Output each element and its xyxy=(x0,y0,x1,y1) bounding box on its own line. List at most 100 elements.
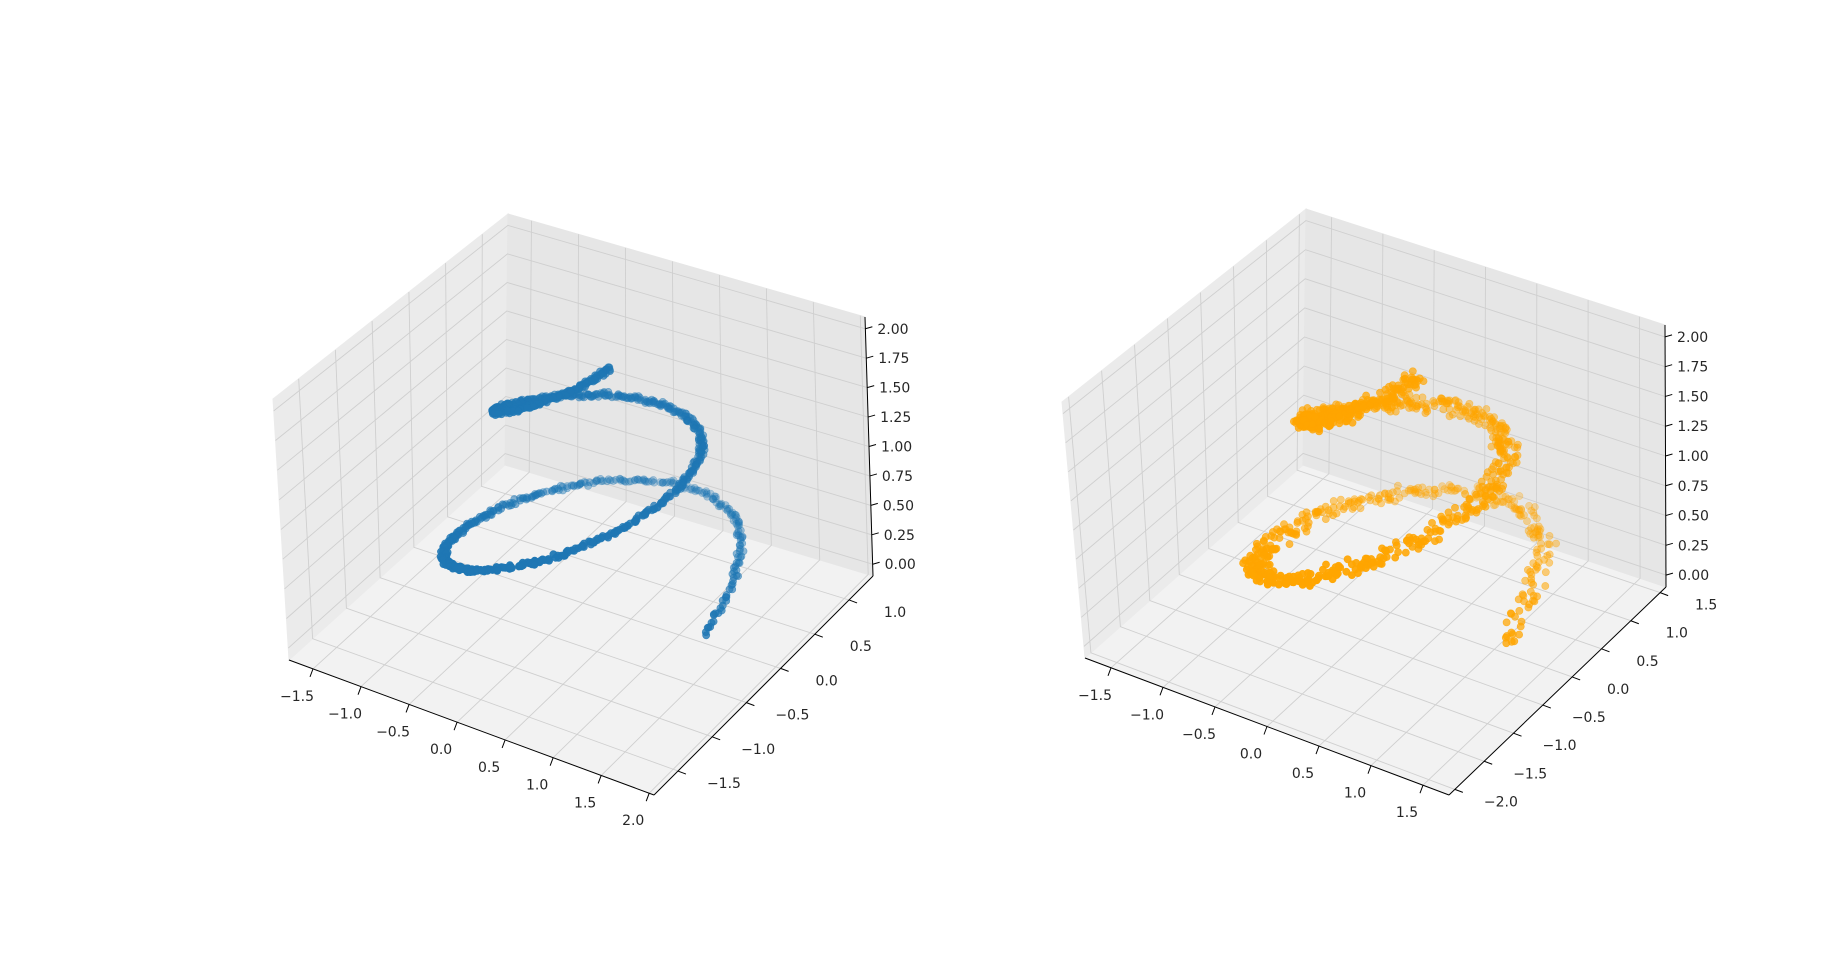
data-point xyxy=(573,481,582,490)
data-point xyxy=(1502,639,1511,648)
data-point xyxy=(494,410,503,418)
data-point xyxy=(539,488,548,497)
data-point xyxy=(1458,516,1466,524)
data-point xyxy=(683,415,692,424)
data-point xyxy=(1481,421,1490,430)
y-gridline xyxy=(1134,344,1514,734)
data-point xyxy=(548,487,557,496)
y-tick-label: 0.5 xyxy=(850,639,872,655)
z-tick xyxy=(866,355,874,359)
data-point xyxy=(1533,525,1542,534)
data-point xyxy=(663,478,672,486)
data-point xyxy=(1451,486,1460,495)
data-point xyxy=(717,500,725,509)
z-tick-label: 0.50 xyxy=(1678,509,1709,525)
y-tick xyxy=(711,736,721,741)
data-point xyxy=(514,407,523,416)
y-tick-label: −2.0 xyxy=(1484,794,1518,810)
z-gridline xyxy=(1073,336,1666,531)
x-tick-label: 0.5 xyxy=(478,760,500,776)
data-point xyxy=(644,477,653,486)
data-point xyxy=(1498,498,1507,507)
data-point xyxy=(1515,506,1524,514)
data-point xyxy=(1545,540,1554,549)
data-point xyxy=(1529,533,1538,542)
y-gridline xyxy=(408,291,781,669)
data-point xyxy=(1447,486,1456,495)
z-gridline xyxy=(1075,365,1666,560)
data-point xyxy=(716,502,725,511)
data-point xyxy=(1369,396,1378,405)
data-point xyxy=(658,478,667,487)
x-tick xyxy=(1419,785,1424,794)
data-point xyxy=(721,501,730,509)
data-point xyxy=(630,476,639,485)
data-point xyxy=(1467,409,1475,418)
z-tick-label: 1.75 xyxy=(878,351,909,367)
data-point xyxy=(1511,504,1520,513)
data-point xyxy=(1411,380,1420,389)
data-point xyxy=(1367,491,1376,500)
data-point xyxy=(703,492,712,501)
z-tick xyxy=(871,532,879,536)
data-point xyxy=(640,476,649,485)
y-tick-label: 1.5 xyxy=(1695,598,1717,614)
data-point xyxy=(671,407,680,416)
data-point xyxy=(1447,483,1456,492)
data-point xyxy=(592,476,601,485)
data-point xyxy=(1384,495,1392,504)
data-point xyxy=(1544,540,1552,549)
data-point xyxy=(1384,489,1393,498)
data-point xyxy=(1263,544,1271,553)
data-point xyxy=(678,408,687,417)
data-point xyxy=(627,394,635,403)
data-point xyxy=(1285,540,1294,548)
data-point xyxy=(1482,472,1491,481)
y-tick-label: 0.0 xyxy=(815,673,837,689)
data-point xyxy=(558,482,567,491)
data-point xyxy=(1515,607,1524,615)
data-point xyxy=(1437,394,1445,403)
x-tick-label: 1.5 xyxy=(574,795,596,811)
data-point xyxy=(732,513,741,522)
y-tick xyxy=(1571,676,1581,681)
z-gridline xyxy=(1065,249,1666,444)
data-point xyxy=(1480,412,1489,421)
data-point xyxy=(580,478,589,486)
data-point xyxy=(563,482,572,490)
data-point xyxy=(548,486,556,495)
data-point xyxy=(1451,396,1460,405)
z-gridline xyxy=(275,253,867,441)
data-point xyxy=(731,510,739,519)
data-point xyxy=(1496,497,1505,506)
data-point xyxy=(1475,413,1484,421)
x-tick-label: −1.5 xyxy=(280,689,314,705)
z-gridline xyxy=(1062,220,1666,414)
data-point xyxy=(1533,527,1542,535)
data-point xyxy=(1405,539,1413,548)
data-point xyxy=(620,392,629,401)
data-point xyxy=(709,495,718,504)
data-point xyxy=(1530,523,1539,532)
data-point xyxy=(586,392,595,401)
data-point xyxy=(1405,404,1413,412)
data-point xyxy=(1445,412,1454,421)
data-point xyxy=(1481,502,1490,511)
data-point xyxy=(1302,527,1311,536)
z-tick xyxy=(1665,572,1674,576)
x-gridline xyxy=(552,288,772,759)
x-tick xyxy=(549,757,554,766)
data-point xyxy=(621,477,630,486)
data-point xyxy=(728,508,737,517)
x-gridline xyxy=(456,261,675,723)
data-point xyxy=(1356,504,1365,513)
data-point xyxy=(1527,506,1536,515)
data-point xyxy=(1414,483,1423,492)
data-point xyxy=(656,478,664,487)
data-point xyxy=(686,413,695,422)
data-point xyxy=(1552,539,1560,548)
data-point xyxy=(659,400,668,409)
x-gridline xyxy=(360,234,579,687)
data-point xyxy=(635,393,644,402)
z-tick-label: 1.50 xyxy=(879,381,910,397)
